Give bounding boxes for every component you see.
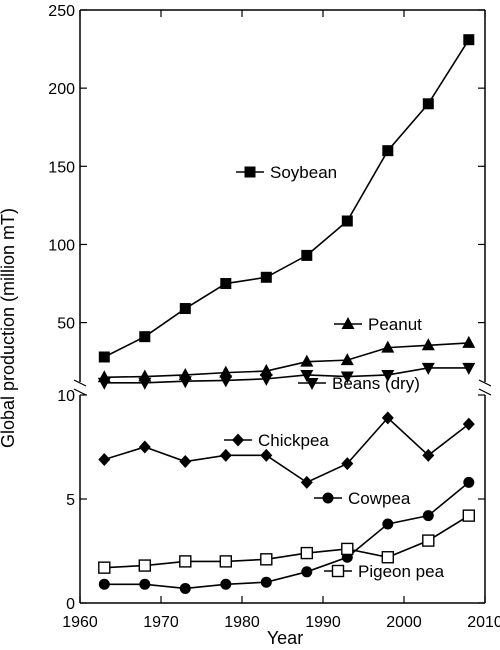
data-point-pigeon-pea [98,561,111,574]
data-point-cowpea [139,578,151,590]
axis-break-mark [73,379,87,387]
data-point-chickpea [462,417,475,431]
legend-label-chickpea: Chickpea [258,431,329,450]
data-point-peanut [259,364,273,377]
y-tick-label: 100 [48,237,75,254]
data-point-soybean [301,249,313,261]
data-point-beans-dry [340,371,354,384]
data-point-cowpea [463,476,475,488]
y-tick-label: 10 [57,388,75,405]
data-point-soybean [98,351,110,363]
data-point-cowpea [422,510,434,522]
data-point-peanut [462,335,476,348]
legend-marker-beans-dry [305,378,319,390]
data-point-chickpea [98,452,111,466]
data-point-chickpea [341,457,354,471]
legend-marker-peanut [341,317,355,329]
y-tick-label: 200 [48,81,75,98]
data-point-beans-dry [462,362,476,375]
data-point-pigeon-pea [462,509,475,522]
data-point-cowpea [301,566,313,578]
data-point-cowpea [220,578,232,590]
series-line-pigeon-pea [104,514,470,569]
data-point-cowpea [98,578,110,590]
data-point-chickpea [179,455,192,469]
data-point-soybean [382,145,394,157]
series-line-peanut [104,342,469,379]
data-point-pigeon-pea [422,534,435,547]
axis-break-mark [478,388,492,396]
data-point-peanut [300,354,314,367]
data-point-beans-dry [178,376,192,389]
x-tick-label: 1960 [62,614,98,631]
x-tick-label: 1990 [305,614,341,631]
data-point-cowpea [382,518,394,530]
data-point-pigeon-pea [179,555,192,568]
legend-marker-cowpea [322,492,334,504]
data-point-pigeon-pea [381,551,394,564]
y-tick-label: 150 [48,159,75,176]
series-line-cowpea [104,481,470,590]
data-point-soybean [422,98,434,110]
data-point-soybean [139,331,151,343]
legend-label-soybean: Soybean [270,163,337,182]
x-axis-label: Year [267,628,303,648]
data-point-soybean [463,34,475,46]
legend-marker-chickpea [232,433,244,447]
data-point-beans-dry [421,362,435,375]
data-point-beans-dry [138,377,152,390]
data-point-beans-dry [300,369,314,382]
data-point-soybean [179,303,191,315]
data-point-pigeon-pea [260,553,273,566]
data-point-peanut [219,365,233,378]
data-point-chickpea [300,475,313,489]
data-point-chickpea [422,448,435,462]
data-point-soybean [341,215,353,227]
y-tick-label: 0 [66,596,75,613]
x-tick-label: 1970 [143,614,179,631]
legend-marker-pigeon-pea [331,564,345,578]
series-line-soybean [103,39,470,358]
data-point-cowpea [179,582,191,594]
legend-label-cowpea: Cowpea [348,489,411,508]
plot-area: 50 100 150 200 250 0 5 10 1960 1970 1980 1990 2000 20… [48,3,500,631]
y-tick-label: 5 [66,492,75,509]
x-tick-label: 2000 [386,614,422,631]
y-tick-label: 250 [48,3,75,20]
data-point-beans-dry [97,377,111,390]
data-point-beans-dry [219,375,233,388]
series-line-beans-dry [104,367,469,384]
legend-marker-soybean [244,166,256,178]
x-tick-label: 1980 [224,614,260,631]
data-point-beans-dry [381,369,395,382]
data-point-beans-dry [259,373,273,386]
data-point-chickpea [381,411,394,425]
series-line-chickpea [104,416,470,484]
data-point-chickpea [219,448,232,462]
data-point-pigeon-pea [138,559,152,572]
data-point-peanut [340,353,354,366]
y-tick-label: 50 [57,316,75,333]
data-point-soybean [220,278,232,290]
axis-break-mark [478,379,492,387]
x-tick-label: 2010 [467,614,500,631]
axis-break-mark [73,388,87,396]
data-point-cowpea [260,576,272,588]
data-point-chickpea [260,448,273,462]
y-axis-label: Global production (million mT) [0,208,18,448]
data-point-pigeon-pea [300,546,313,560]
data-point-peanut [381,340,395,353]
legend-label-beans-dry: Beans (dry) [332,374,420,393]
data-point-peanut [421,338,435,351]
data-point-soybean [260,271,272,283]
data-point-pigeon-pea [341,542,354,556]
data-point-pigeon-pea [219,555,233,568]
data-point-chickpea [138,440,151,454]
legend-label-pigeon-pea: Pigeon pea [358,562,445,581]
legend-label-peanut: Peanut [368,315,422,334]
